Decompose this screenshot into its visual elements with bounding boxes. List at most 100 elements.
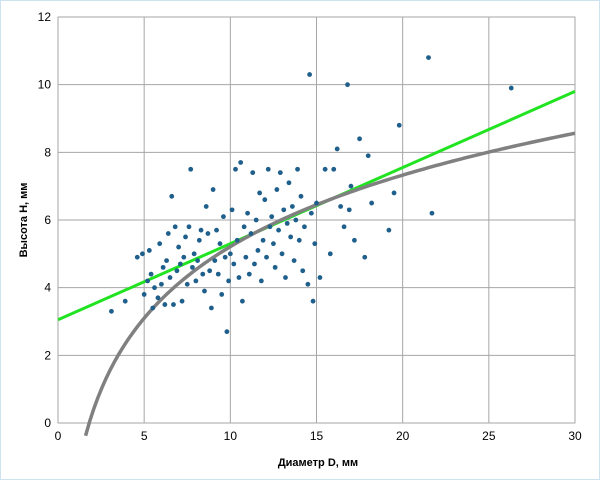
data-point — [203, 204, 209, 209]
data-point — [305, 281, 311, 287]
data-point — [277, 170, 283, 176]
data-point — [291, 258, 297, 263]
data-point — [243, 254, 249, 260]
y-tick-label: 2 — [44, 348, 51, 362]
data-point — [253, 217, 259, 223]
data-point — [271, 241, 276, 247]
data-point — [310, 298, 316, 304]
data-point — [307, 72, 313, 77]
data-point — [205, 231, 211, 236]
data-point — [195, 258, 200, 263]
data-point — [348, 183, 354, 189]
data-point — [331, 166, 337, 172]
data-point — [193, 278, 199, 284]
data-point — [255, 248, 261, 253]
data-point — [152, 285, 157, 291]
data-point — [165, 231, 171, 236]
data-point — [176, 244, 182, 250]
data-point — [248, 231, 254, 236]
data-point — [345, 82, 350, 88]
data-point — [208, 305, 214, 311]
data-point — [276, 227, 281, 233]
data-point — [262, 197, 268, 203]
data-point — [171, 302, 176, 307]
data-point — [219, 292, 225, 297]
y-tick-label: 4 — [44, 281, 51, 295]
data-point — [302, 224, 307, 230]
data-point — [279, 251, 285, 257]
data-point — [269, 214, 275, 220]
data-point — [288, 234, 294, 240]
data-point — [508, 85, 514, 91]
data-point — [160, 264, 166, 270]
data-point — [357, 136, 362, 142]
data-point — [352, 237, 357, 243]
data-point — [177, 261, 183, 267]
x-tick-label: 25 — [482, 429, 496, 443]
data-point — [267, 224, 273, 230]
data-points — [109, 55, 514, 335]
data-point — [391, 190, 397, 196]
data-point — [258, 278, 264, 284]
plot-border — [57, 16, 576, 424]
data-point — [145, 278, 151, 284]
data-point — [157, 241, 163, 247]
data-point — [246, 271, 252, 277]
fit-lines — [57, 90, 576, 437]
data-point — [317, 275, 323, 280]
data-point — [300, 268, 306, 274]
data-point — [396, 122, 402, 128]
x-tick-label: 20 — [396, 429, 410, 443]
data-point — [272, 264, 278, 270]
data-point — [284, 220, 290, 226]
y-tick-label: 12 — [38, 10, 52, 24]
data-point — [222, 254, 228, 260]
data-point — [184, 281, 190, 287]
data-point — [207, 268, 213, 274]
data-point — [238, 160, 244, 165]
data-point — [109, 308, 114, 314]
data-point — [221, 214, 226, 220]
data-point — [286, 180, 292, 186]
data-point — [174, 268, 180, 274]
data-point — [264, 254, 269, 260]
data-point — [134, 254, 140, 260]
x-axis-label: Диаметр D, мм — [278, 457, 358, 469]
data-point — [322, 166, 328, 172]
data-point — [298, 193, 304, 199]
data-point — [289, 204, 295, 209]
data-point — [365, 153, 371, 159]
y-axis-label: Высота H, мм — [18, 183, 30, 258]
data-point — [369, 200, 375, 206]
data-point — [183, 234, 188, 240]
data-point — [186, 224, 192, 230]
data-point — [227, 251, 233, 257]
x-tick-label: 0 — [55, 429, 62, 443]
data-point — [296, 237, 302, 243]
data-point — [346, 207, 352, 213]
data-point — [234, 237, 240, 243]
data-point — [200, 271, 206, 277]
x-tick-label: 5 — [141, 429, 148, 443]
data-point — [327, 251, 333, 257]
data-point — [293, 217, 299, 223]
data-point — [172, 224, 178, 230]
data-point — [245, 210, 250, 216]
data-point — [236, 275, 242, 280]
data-point — [141, 292, 147, 297]
data-point — [265, 166, 271, 172]
data-point — [164, 258, 169, 263]
data-point — [181, 254, 187, 260]
grid — [57, 16, 576, 424]
data-point — [167, 275, 173, 280]
data-point — [196, 237, 202, 243]
data-point — [188, 166, 194, 172]
data-point — [250, 170, 256, 176]
data-point — [210, 187, 216, 192]
data-point — [386, 227, 392, 233]
data-point — [426, 55, 431, 60]
tick-labels: 0 5 10 15 20 25 30 0 2 4 6 8 10 12 — [38, 10, 582, 443]
data-point — [239, 298, 245, 304]
logarithmic-trendline — [83, 131, 576, 437]
